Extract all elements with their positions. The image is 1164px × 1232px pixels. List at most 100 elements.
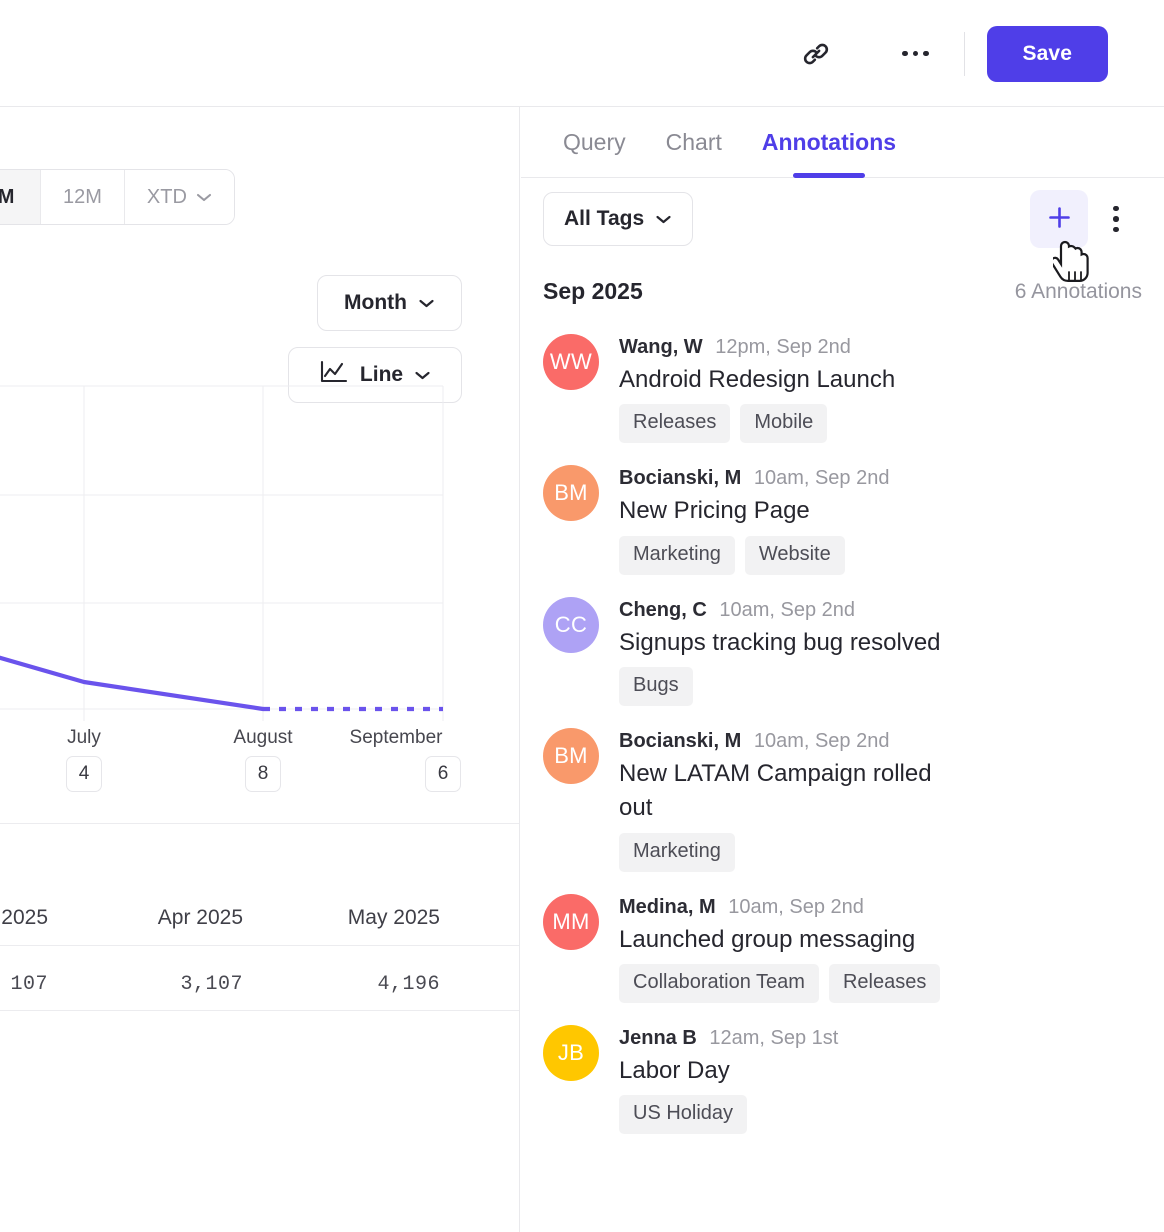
annotation-timestamp: 10am, Sep 2nd	[753, 467, 890, 490]
tag-filter-label: All Tags	[564, 207, 645, 230]
annotation-meta: Wang, W 12pm, Sep 2nd	[619, 336, 1142, 359]
annotation-author: Medina, M	[619, 895, 716, 918]
annotation-meta: Medina, M 10am, Sep 2nd	[619, 896, 1142, 919]
ellipsis-horizontal-icon	[902, 50, 929, 57]
table-value-cell: 107	[10, 973, 48, 996]
avatar: MM	[543, 893, 599, 950]
table-header-cell: Apr 2025	[157, 906, 243, 929]
annotation-body: Jenna B 12am, Sep 1st Labor Day US Holid…	[619, 1025, 1142, 1135]
x-tick-label-august: August	[233, 727, 293, 748]
annotation-body: Wang, W 12pm, Sep 2nd Android Redesign L…	[619, 334, 1142, 444]
annotation-count-badge-september[interactable]: 6	[425, 756, 461, 792]
ellipsis-vertical-icon	[1113, 205, 1119, 233]
chart-type-dropdown[interactable]: Line	[288, 347, 462, 403]
toolbar-divider	[963, 31, 965, 76]
tag-chip[interactable]: Collaboration Team	[619, 963, 819, 1003]
annotation-meta: Bocianski, M 10am, Sep 2nd	[619, 467, 1142, 490]
annotations-more-button[interactable]	[1098, 190, 1134, 248]
line-chart-icon	[319, 359, 349, 391]
save-button[interactable]: Save	[986, 25, 1108, 82]
list-item[interactable]: BM Bocianski, M 10am, Sep 2nd New LATAM …	[543, 727, 1142, 872]
chevron-down-icon	[418, 291, 435, 315]
granularity-dropdown[interactable]: Month	[317, 275, 462, 331]
annotation-tags: Marketing Website	[619, 535, 1142, 575]
tag-chip[interactable]: Mobile	[740, 404, 828, 444]
chart-svg	[0, 385, 444, 721]
annotation-meta: Jenna B 12am, Sep 1st	[619, 1027, 1142, 1050]
avatar: BM	[543, 727, 599, 784]
annotation-timestamp: 10am, Sep 2nd	[728, 895, 864, 918]
list-item[interactable]: WW Wang, W 12pm, Sep 2nd Android Redesig…	[543, 334, 1142, 444]
range-option-xtd[interactable]: XTD	[124, 170, 234, 224]
list-item[interactable]: CC Cheng, C 10am, Sep 2nd Signups tracki…	[543, 596, 1142, 706]
annotation-count-badge-july[interactable]: 4	[66, 756, 102, 792]
annotation-author: Jenna B	[619, 1026, 697, 1049]
table-value-row: 107 3,107 4,196	[0, 973, 519, 996]
tab-query[interactable]: Query	[543, 107, 646, 178]
annotation-tags: Bugs	[619, 666, 1142, 706]
table-divider-header	[0, 945, 519, 946]
tab-annotations[interactable]: Annotations	[742, 107, 916, 178]
chart-grid-vertical	[83, 386, 444, 721]
annotation-meta: Cheng, C 10am, Sep 2nd	[619, 599, 1142, 622]
group-title: Sep 2025	[543, 278, 643, 304]
avatar: JB	[543, 1024, 599, 1081]
line-chart: July August September 4 8 6	[0, 375, 519, 810]
annotation-tags: Collaboration Team Releases	[619, 963, 1142, 1003]
tag-chip[interactable]: Website	[744, 535, 845, 575]
annotations-panel: Query Chart Annotations All Tags	[521, 107, 1164, 1232]
tag-chip[interactable]: Releases	[828, 963, 941, 1003]
more-options-button[interactable]	[892, 30, 940, 78]
list-item[interactable]: BM Bocianski, M 10am, Sep 2nd New Pricin…	[543, 465, 1142, 575]
table-header-cell: 2025	[1, 906, 48, 929]
table-value-cell: 3,107	[180, 973, 243, 996]
table-value-cell: 4,196	[377, 973, 440, 996]
annotation-title: Labor Day	[619, 1056, 730, 1084]
annotation-title: Signups tracking bug resolved	[619, 628, 941, 656]
add-annotation-button[interactable]	[1030, 190, 1088, 248]
annotation-body: Bocianski, M 10am, Sep 2nd New Pricing P…	[619, 465, 1142, 575]
annotation-body: Medina, M 10am, Sep 2nd Launched group m…	[619, 894, 1142, 1003]
date-range-segmented-control[interactable]: 6M 12M XTD	[0, 169, 235, 225]
annotation-count: 6 Annotations	[1014, 280, 1142, 303]
copy-link-button[interactable]	[792, 30, 840, 78]
annotation-author: Bocianski, M	[619, 729, 742, 752]
tab-chart[interactable]: Chart	[646, 107, 742, 178]
list-item[interactable]: MM Medina, M 10am, Sep 2nd Launched grou…	[543, 893, 1142, 1003]
chevron-down-icon	[655, 207, 672, 231]
range-option-6m[interactable]: 6M	[0, 170, 41, 224]
annotation-timestamp: 12am, Sep 1st	[709, 1026, 839, 1049]
annotation-count-badge-august[interactable]: 8	[245, 756, 281, 792]
annotation-timestamp: 12pm, Sep 2nd	[715, 336, 851, 358]
tag-chip[interactable]: Marketing	[619, 832, 735, 872]
top-toolbar: Save	[0, 0, 1164, 107]
range-option-12m[interactable]: 12M	[41, 170, 125, 224]
annotation-title: Launched group messaging	[619, 925, 916, 953]
annotation-author: Cheng, C	[619, 598, 707, 621]
table-header-row: 2025 Apr 2025 May 2025	[0, 906, 519, 930]
tag-chip[interactable]: Releases	[619, 404, 731, 444]
panel-tabs: Query Chart Annotations	[521, 107, 1164, 178]
annotation-timestamp: 10am, Sep 2nd	[753, 729, 890, 752]
chevron-down-icon	[414, 363, 431, 387]
annotations-filter-bar: All Tags	[521, 178, 1164, 278]
chart-panel: 6M 12M XTD Month	[0, 107, 520, 1232]
tag-chip[interactable]: US Holiday	[619, 1095, 748, 1135]
annotation-timestamp: 10am, Sep 2nd	[719, 598, 855, 621]
annotation-tags: Marketing	[619, 832, 1142, 872]
chart-type-label: Line	[359, 363, 404, 386]
tag-chip[interactable]: Bugs	[619, 666, 693, 706]
chevron-down-icon	[196, 192, 212, 203]
annotation-meta: Bocianski, M 10am, Sep 2nd	[619, 730, 1142, 753]
granularity-label: Month	[344, 291, 407, 314]
annotation-tags: Releases Mobile	[619, 404, 1142, 444]
list-item[interactable]: JB Jenna B 12am, Sep 1st Labor Day US Ho…	[543, 1024, 1142, 1135]
annotation-title: Android Redesign Launch	[619, 366, 896, 393]
tag-chip[interactable]: Marketing	[619, 535, 735, 575]
chart-series-line	[0, 655, 266, 712]
annotation-title: New LATAM Campaign rolled out	[619, 759, 932, 822]
tag-filter-dropdown[interactable]: All Tags	[543, 192, 694, 246]
x-tick-label-september: September	[349, 727, 443, 748]
table-divider-bottom	[0, 1010, 519, 1011]
